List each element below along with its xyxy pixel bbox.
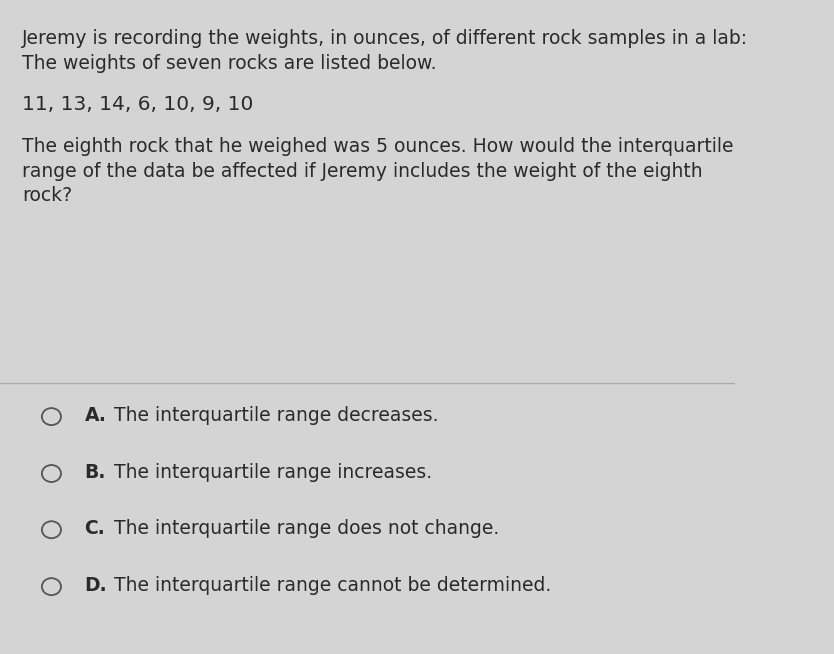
Text: B.: B. <box>84 462 106 482</box>
Text: C.: C. <box>84 519 105 538</box>
Text: range of the data be affected if Jeremy includes the weight of the eighth: range of the data be affected if Jeremy … <box>22 162 703 181</box>
Text: The weights of seven rocks are listed below.: The weights of seven rocks are listed be… <box>22 54 436 73</box>
Text: A.: A. <box>84 405 107 425</box>
Text: 11, 13, 14, 6, 10, 9, 10: 11, 13, 14, 6, 10, 9, 10 <box>22 95 254 114</box>
Text: The eighth rock that he weighed was 5 ounces. How would the interquartile: The eighth rock that he weighed was 5 ou… <box>22 137 734 156</box>
Text: The interquartile range does not change.: The interquartile range does not change. <box>114 519 500 538</box>
Text: rock?: rock? <box>22 186 73 205</box>
Text: D.: D. <box>84 576 107 595</box>
Text: Jeremy is recording the weights, in ounces, of different rock samples in a lab:: Jeremy is recording the weights, in ounc… <box>22 29 748 48</box>
Text: The interquartile range increases.: The interquartile range increases. <box>114 462 432 482</box>
Text: The interquartile range cannot be determined.: The interquartile range cannot be determ… <box>114 576 551 595</box>
Text: The interquartile range decreases.: The interquartile range decreases. <box>114 405 439 425</box>
